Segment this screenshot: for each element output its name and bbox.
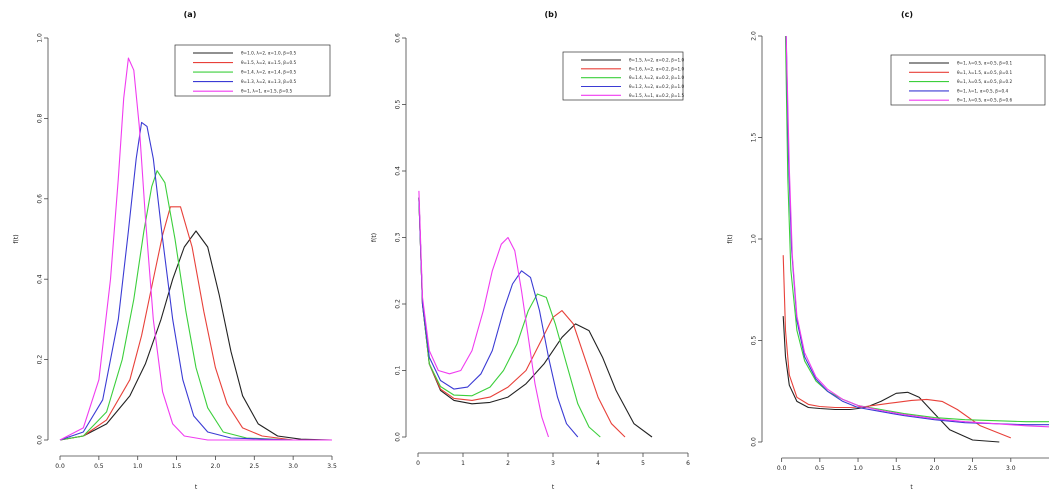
panel-b: (b) 0 1 2 3 4 5 6 0.0 0.1 0.2 0.3 0.4 0.5 0.6 t f(t) θ=1.… [371,10,690,491]
x-tick-label: 2.5 [968,465,978,472]
x-tick-label: 0.5 [94,463,104,470]
series-line-1 [59,230,332,441]
series-line-3 [59,170,332,441]
legend-entry: θ=1.5, λ=1, α=0.2, β=1.5 [629,93,684,98]
legend-entry: θ=1, λ=0.5, α=0.5, β=0.1 [957,61,1012,66]
x-tick-label: 0.5 [815,465,825,472]
legend-entry: θ=1, λ=1.5, α=0.5, β=0.1 [957,70,1012,75]
panel-title: (b) [544,10,557,19]
y-axis-label: f(t) [371,233,378,242]
series-line-5 [59,57,332,441]
y-tick-label: 0.4 [395,166,402,176]
x-tick-label: 3.0 [288,463,298,470]
series-line-5 [785,35,1049,428]
x-tick-label: 1.0 [133,463,143,470]
panel-a: (a) 0.0 0.5 1.0 1.5 2.0 2.5 3.0 3.5 0.0 0.2 0.4 0.6 0… [13,10,337,491]
panel-c: (c) 0.0 0.5 1.0 1.5 2.0 2.5 3.0 0.0 0.5 1.0 1.5 2.0 t… [727,10,1049,491]
x-tick-label: 0.0 [777,465,787,472]
x-tick-label: 3.5 [327,463,337,470]
x-tick-label: 6 [686,460,690,467]
legend-entry: θ=1.6, λ=2, α=0.2, β=1.0 [629,66,684,71]
legend-entry: θ=1, λ=0.5, α=0.5, β=0.2 [957,79,1012,84]
x-axis-label: t [552,484,555,491]
y-tick-label: 1.0 [37,33,44,43]
x-tick-label: 3.0 [1006,465,1016,472]
y-tick-label: 1.0 [751,234,758,244]
x-tick-label: 3 [551,460,555,467]
series-line-4 [59,121,332,441]
y-tick-label: 0.5 [751,336,758,346]
legend-entry: θ=1.5, λ=2, α=0.2, β=1.0 [629,58,684,63]
y-tick-label: 0.4 [37,274,44,284]
series-line-2 [59,206,332,441]
legend: θ=1, λ=0.5, α=0.5, β=0.1 θ=1, λ=1.5, α=0.… [890,54,1046,106]
y-tick-label: 0.0 [395,432,402,442]
legend-entry: θ=1, λ=0.5, α=0.5, β=0.6 [957,98,1012,103]
x-axis-label: t [195,484,198,491]
series-line-3 [418,197,601,438]
legend-entry: θ=1.0, λ=2, α=1.0, β=0.5 [241,51,296,56]
x-tick-label: 0 [416,460,420,467]
x-tick-label: 5 [641,460,645,467]
x-tick-label: 2.5 [250,463,260,470]
x-tick-label: 1.5 [172,463,182,470]
series-line-5 [418,190,550,438]
x-tick-label: 2.0 [930,465,940,472]
legend: θ=1.0, λ=2, α=1.0, β=0.5 θ=1.5, λ=2, α=1.… [174,44,331,97]
legend-entry: θ=1.3, λ=2, α=1.3, β=0.5 [241,79,296,84]
y-tick-label: 0.8 [37,113,44,123]
y-tick-label: 0.0 [37,435,44,445]
series-line-4 [418,197,579,438]
series-line-2 [418,197,626,438]
y-tick-label: 0.1 [395,366,402,376]
legend-entry: θ=1.4, λ=2, α=1.4, β=0.5 [241,70,296,75]
x-tick-label: 2.0 [211,463,221,470]
legend-entry: θ=1, λ=1, α=1.5, β=0.5 [241,89,292,94]
legend-entry: θ=1.2, λ=2, α=0.2, β=1.0 [629,84,684,89]
legend-entry: θ=1.4, λ=2, α=0.2, β=1.0 [629,75,684,80]
y-tick-label: 0.6 [37,194,44,204]
x-tick-label: 1.0 [853,465,863,472]
y-axis-label: f(t) [13,234,20,243]
y-tick-label: 0.3 [395,233,402,243]
x-tick-label: 1.5 [891,465,901,472]
x-tick-label: 1 [461,460,465,467]
x-tick-label: 0.0 [55,463,65,470]
legend-entry: θ=1.5, λ=2, α=1.5, β=0.5 [241,60,296,65]
x-axis-label: t [910,484,913,491]
y-tick-label: 0.6 [395,33,402,43]
legend: θ=1.5, λ=2, α=0.2, β=1.0 θ=1.6, λ=2, α=0.… [562,51,684,101]
panel-title: (a) [184,10,197,19]
y-tick-label: 2.0 [751,31,758,41]
y-tick-label: 1.5 [751,133,758,143]
y-tick-label: 0.0 [751,437,758,447]
y-tick-label: 0.5 [395,100,402,110]
x-tick-label: 2 [506,460,510,467]
panel-title: (c) [901,10,913,19]
y-tick-label: 0.2 [395,299,402,309]
y-axis-label: f(t) [727,234,734,243]
legend-entry: θ=1, λ=1, α=0.5, β=0.4 [957,88,1008,93]
x-tick-label: 4 [596,460,600,467]
legend-box [562,51,684,101]
y-tick-label: 0.2 [37,355,44,365]
